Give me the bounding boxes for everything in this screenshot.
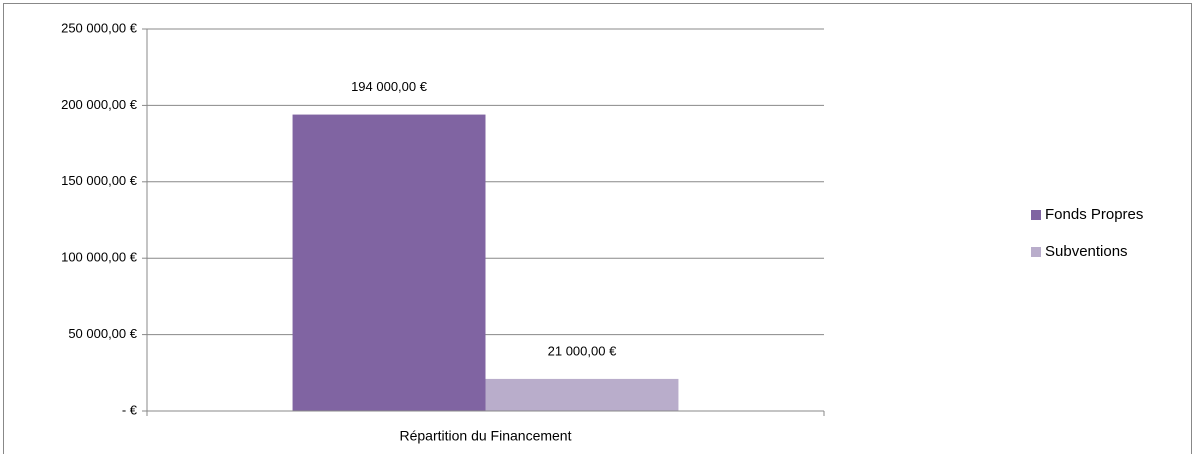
y-tick-label: 200 000,00 € [61,97,138,112]
y-tick-label: - € [122,402,138,417]
legend-label: Subventions [1045,243,1128,260]
y-tick-label: 100 000,00 € [61,250,138,265]
legend-swatch [1031,210,1041,220]
y-tick-label: 50 000,00 € [68,326,137,341]
bar [485,378,679,411]
legend-label: Fonds Propres [1045,206,1143,223]
data-label: 194 000,00 € [351,79,428,94]
x-tick-label: Répartition du Financement [400,428,572,444]
y-tick-label: 250 000,00 € [61,20,138,35]
legend-swatch [1031,247,1041,257]
y-tick-label: 150 000,00 € [61,173,138,188]
bar [292,114,486,412]
data-label: 21 000,00 € [548,343,617,358]
